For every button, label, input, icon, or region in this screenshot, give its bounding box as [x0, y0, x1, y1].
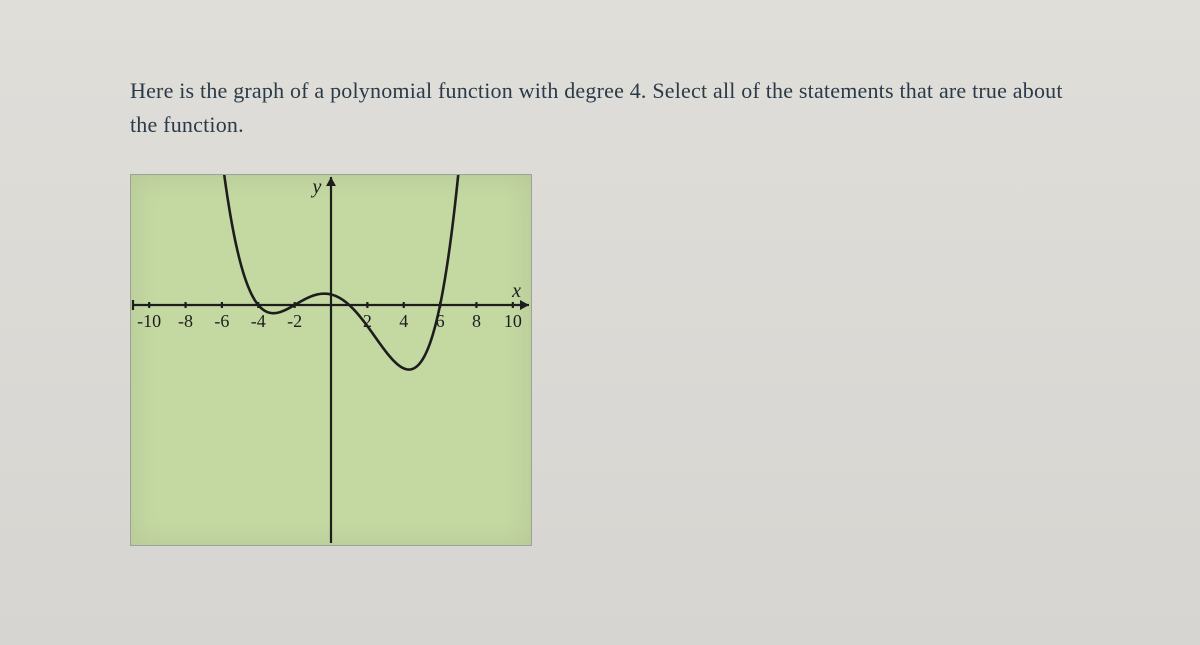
- svg-text:4: 4: [399, 311, 408, 331]
- polynomial-graph: -10-8-6-4-2246810yx: [131, 175, 531, 545]
- math-question-page: Here is the graph of a polynomial functi…: [0, 0, 1200, 645]
- svg-text:-6: -6: [214, 311, 229, 331]
- svg-text:-2: -2: [287, 311, 302, 331]
- svg-text:8: 8: [472, 311, 481, 331]
- svg-text:x: x: [511, 280, 521, 302]
- svg-text:-4: -4: [251, 311, 266, 331]
- svg-text:y: y: [311, 176, 322, 198]
- svg-text:-10: -10: [137, 311, 161, 331]
- question-text: Here is the graph of a polynomial functi…: [130, 74, 1090, 142]
- graph-figure: -10-8-6-4-2246810yx: [130, 174, 532, 546]
- svg-text:-8: -8: [178, 311, 193, 331]
- svg-text:10: 10: [504, 311, 522, 331]
